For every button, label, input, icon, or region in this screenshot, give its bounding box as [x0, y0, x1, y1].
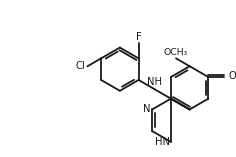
Text: O: O [228, 71, 236, 81]
Text: Cl: Cl [76, 61, 86, 71]
Text: F: F [136, 32, 141, 42]
Text: N: N [143, 104, 150, 114]
Text: HN: HN [155, 137, 170, 147]
Text: NH: NH [147, 77, 162, 87]
Text: OCH₃: OCH₃ [164, 48, 188, 57]
